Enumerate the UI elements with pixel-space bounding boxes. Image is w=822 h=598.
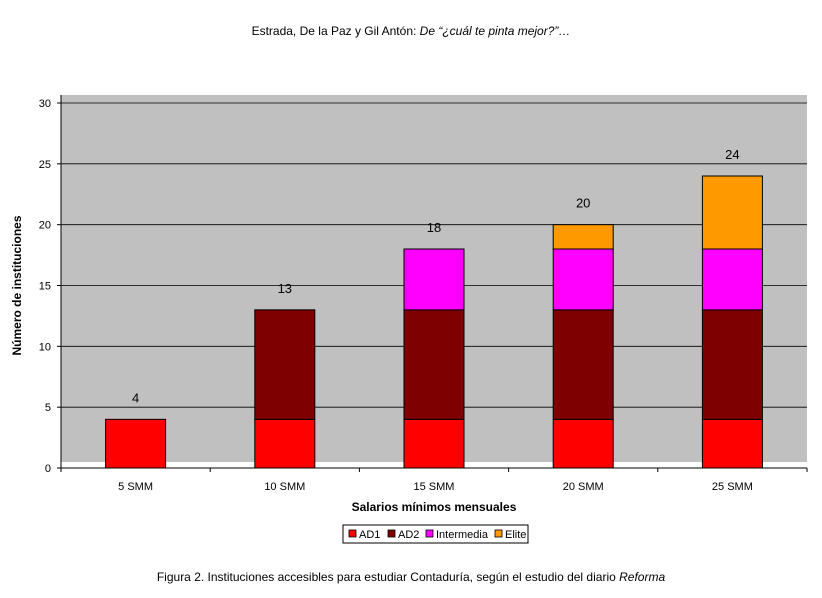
bar-segment-ad2 bbox=[403, 309, 465, 420]
bar-segment-intermedia bbox=[552, 248, 614, 311]
page-header: Estrada, De la Paz y Gil Antón: De “¿cuá… bbox=[0, 24, 822, 38]
legend-label-intermedia: Intermedia bbox=[436, 529, 489, 541]
bar-segment-ad1 bbox=[105, 418, 167, 469]
legend-label-elite: Elite bbox=[505, 529, 526, 541]
bar-segment-ad2 bbox=[552, 309, 614, 420]
header-title: De “¿cuál te pinta mejor?”… bbox=[419, 24, 571, 38]
x-tick-label: 15 SMM bbox=[414, 481, 455, 493]
legend-swatch-ad1 bbox=[348, 529, 357, 538]
y-tick-label: 10 bbox=[39, 341, 51, 353]
caption-source: Reforma bbox=[619, 570, 666, 584]
legend-label-ad1: AD1 bbox=[359, 529, 380, 541]
bar-segment-ad1 bbox=[254, 418, 316, 469]
x-tick-label: 5 SMM bbox=[118, 481, 153, 493]
y-tick-label: 30 bbox=[39, 98, 51, 110]
y-tick-label: 5 bbox=[45, 402, 51, 414]
legend-swatch-intermedia bbox=[425, 529, 434, 538]
bar-total-label: 18 bbox=[427, 220, 441, 235]
y-tick-label: 20 bbox=[39, 220, 51, 232]
bar-total-label: 4 bbox=[132, 390, 139, 405]
bar-segment-intermedia bbox=[701, 248, 763, 311]
bar-segment-intermedia bbox=[403, 248, 465, 311]
bar-total-label: 13 bbox=[278, 281, 292, 296]
bar-total-label: 20 bbox=[576, 196, 590, 211]
stacked-bar-chart: 0 5 10 15 20 25 30 4 5 SMM 13 10 SMM 18 15 SMM 20 20 S… bbox=[10, 95, 808, 544]
bar-segment-ad1 bbox=[552, 418, 614, 469]
figure-caption: Figura 2. Instituciones accesibles para … bbox=[0, 570, 822, 584]
header-authors: Estrada, De la Paz y Gil Antón: bbox=[251, 24, 417, 38]
legend-label-ad2: AD2 bbox=[398, 529, 419, 541]
y-tick-label: 15 bbox=[39, 281, 51, 293]
x-axis-title: Salarios mínimos mensuales bbox=[352, 500, 517, 514]
x-tick-label: 10 SMM bbox=[264, 481, 305, 493]
y-tick-label: 25 bbox=[39, 159, 51, 171]
bar-segment-elite bbox=[552, 224, 614, 250]
y-axis-title: Número de instituciones bbox=[10, 215, 24, 355]
x-tick-label: 20 SMM bbox=[563, 481, 604, 493]
bar-segment-elite bbox=[701, 175, 763, 250]
legend-box bbox=[342, 524, 529, 544]
legend-swatch-ad2 bbox=[387, 529, 396, 538]
legend-swatch-elite bbox=[494, 529, 503, 538]
y-tick-label: 0 bbox=[45, 463, 51, 475]
caption-text: Figura 2. Instituciones accesibles para … bbox=[156, 570, 616, 584]
bar-segment-ad1 bbox=[701, 418, 763, 469]
bar-segment-ad2 bbox=[254, 309, 316, 420]
bar-total-label: 24 bbox=[725, 147, 739, 162]
bar-segment-ad1 bbox=[403, 418, 465, 469]
bar-segment-ad2 bbox=[701, 309, 763, 420]
x-tick-label: 25 SMM bbox=[712, 481, 753, 493]
